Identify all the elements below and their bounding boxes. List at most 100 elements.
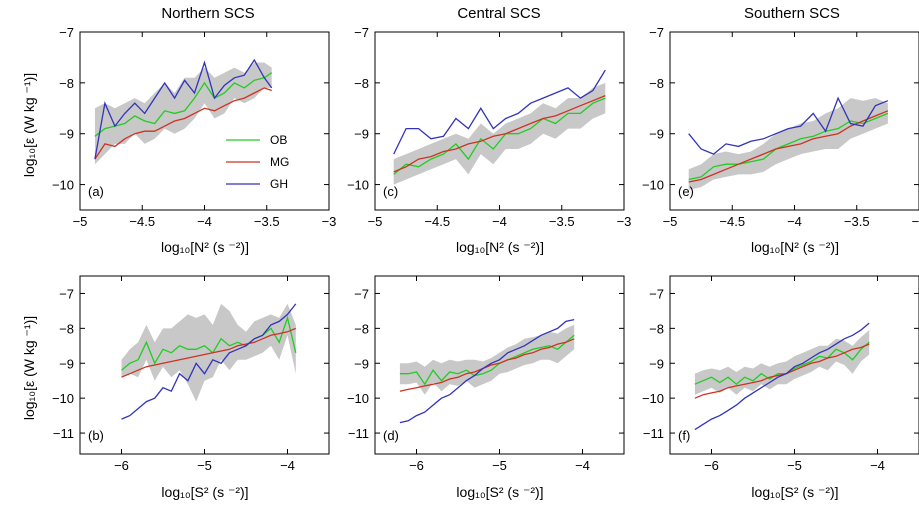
x-axis-label-a: log₁₀[N² (s ⁻²)] [161,239,249,255]
x-tick-label: −5 [73,214,88,229]
x-tick-label: −5 [492,458,507,473]
x-axis-label-f: log₁₀[S² (s ⁻²)] [751,484,838,500]
series-line-ob [688,112,889,181]
y-tick-label: −7 [649,286,664,301]
panel-label: (c) [383,184,398,199]
x-tick-label: −6 [409,458,424,473]
spread-band [399,324,575,395]
y-tick-label: −7 [354,25,369,40]
panel-f: −6 −5 −4 −11 −10 −9 −8 −7 (f) [642,275,919,473]
spread-band [694,330,870,395]
series-line-mg [94,87,272,160]
x-tick-label: −4 [787,214,802,229]
x-tick-label: −3 [617,214,632,229]
column-title-southern: Southern SCS [744,5,840,22]
series-line-ob [94,72,273,137]
y-tick-label: −10 [52,178,74,193]
legend-label-mg: MG [270,155,289,169]
x-tick-label: −6 [114,458,129,473]
x-axis-label-b: log₁₀[S² (s ⁻²)] [161,484,248,500]
x-tick-label: −4.5 [424,214,450,229]
x-axis-label-c: log₁₀[N² (s ⁻²)] [456,239,544,255]
x-tick-label: −3.5 [254,214,280,229]
y-tick-label: −10 [347,178,369,193]
y-tick-label: −8 [649,76,664,91]
series-line-gh [121,303,297,420]
x-tick-label: −3 [912,214,919,229]
series-line-ob [393,97,606,175]
panel-label: (f) [678,428,690,443]
panel-label: (b) [88,428,104,443]
series-line-ob [121,315,297,371]
y-tick-label: −9 [354,356,369,371]
spread-band [393,82,606,185]
x-tick-label: −5 [368,214,383,229]
x-tick-label: −3.5 [844,214,870,229]
y-tick-label: −9 [649,127,664,142]
series-line-ob [694,341,870,386]
y-axis-label-row1: log₁₀[ε (W kg ⁻¹)] [21,73,37,177]
y-tick-label: −7 [59,286,74,301]
series-line-gh [94,58,273,160]
series-line-gh [399,318,575,424]
x-tick-label: −3 [322,214,337,229]
y-tick-label: −7 [354,286,369,301]
x-tick-label: −5 [663,214,678,229]
y-tick-label: −11 [643,426,664,441]
y-tick-label: −9 [59,356,74,371]
column-title-northern: Northern SCS [161,5,254,22]
y-tick-label: −10 [52,391,74,406]
y-tick-label: −10 [642,178,664,193]
panel-label: (e) [678,184,694,199]
y-tick-label: −10 [642,391,664,406]
x-tick-label: −4 [870,458,885,473]
x-axis-label-d: log₁₀[S² (s ⁻²)] [456,484,543,500]
y-tick-label: −8 [354,76,369,91]
panel-e: −5 −4.5 −4 −3.5 −3 −10 −9 −8 −7 (e) [642,25,919,229]
panel-a: −5 −4.5 −4 −3.5 −3 −10 −9 −8 −7 (a) OB MG GH [52,25,336,229]
y-tick-label: −9 [649,356,664,371]
x-tick-label: −4.5 [719,214,745,229]
series-line-ob [399,334,575,386]
y-tick-label: −11 [348,426,369,441]
x-tick-label: −4.5 [129,214,155,229]
panel-c: −5 −4.5 −4 −3.5 −3 −10 −9 −8 −7 (c) [347,25,631,229]
x-tick-label: −3.5 [549,214,575,229]
series-line-mg [694,343,870,399]
legend-label-gh: GH [270,177,288,191]
x-tick-label: −4 [280,458,295,473]
x-axis-label-e: log₁₀[N² (s ⁻²)] [751,239,839,255]
x-tick-label: −5 [197,458,212,473]
y-tick-label: −8 [649,321,664,336]
series-line-mg [399,338,575,392]
panel-label: (d) [383,428,399,443]
x-tick-label: −5 [787,458,802,473]
x-tick-label: −4 [492,214,507,229]
y-tick-label: −9 [354,127,369,142]
y-tick-label: −9 [59,127,74,142]
panel-d: −6 −5 −4 −11 −10 −9 −8 −7 (d) [347,275,625,473]
series-line-gh [393,69,606,155]
spread-band [121,303,296,402]
y-axis-label-row2: log₁₀[ε (W kg ⁻¹)] [21,316,37,420]
x-tick-label: −6 [704,458,719,473]
y-tick-label: −7 [649,25,664,40]
x-tick-label: −4 [197,214,212,229]
y-tick-label: −8 [354,321,369,336]
column-title-central: Central SCS [457,5,540,22]
y-tick-label: −7 [59,25,74,40]
x-tick-label: −4 [575,458,590,473]
series-line-gh [688,96,889,155]
y-tick-label: −11 [53,426,74,441]
y-tick-label: −8 [59,321,74,336]
y-tick-label: −10 [347,391,369,406]
panel-b: −6 −5 −4 −11 −10 −9 −8 −7 (b) [52,275,330,473]
panel-label: (a) [88,184,104,199]
series-line-gh [694,322,870,431]
spread-band [94,62,272,165]
series-line-mg [393,94,606,173]
y-tick-label: −8 [59,76,74,91]
panels-group: −5 −4.5 −4 −3.5 −3 −10 −9 −8 −7 (a) OB MG GH −5 −4.5 −4… [52,25,919,473]
legend-label-ob: OB [270,133,287,147]
